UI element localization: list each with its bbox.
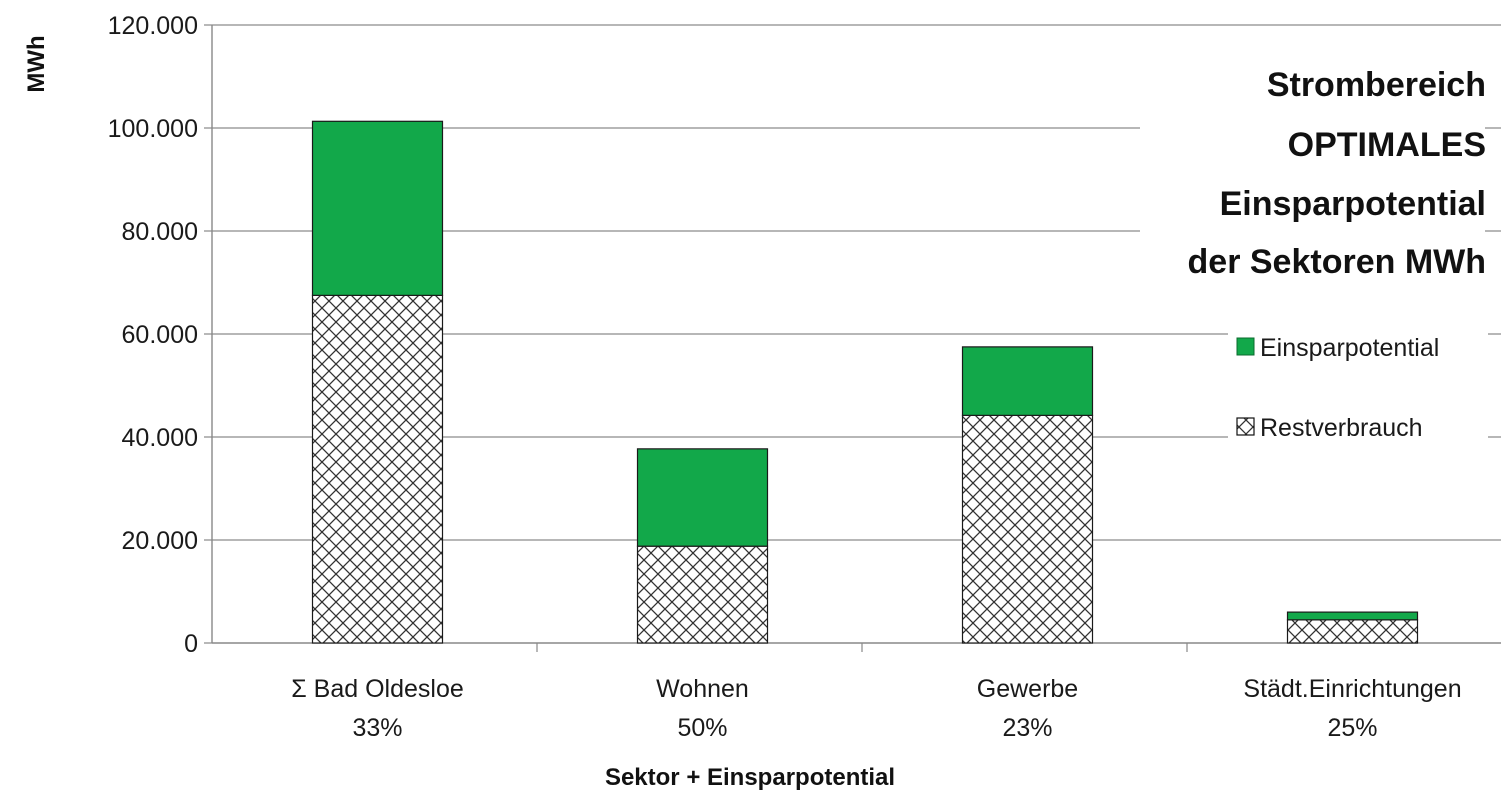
legend-label-restverbrauch: Restverbrauch <box>1260 414 1423 442</box>
bar-restverbrauch-2 <box>961 414 1094 644</box>
bar-restverbrauch-3 <box>1286 619 1419 644</box>
legend-swatch-einsparpotential <box>1236 337 1255 356</box>
y-tick-label: 20.000 <box>122 527 198 555</box>
bar-restverbrauch-0 <box>311 294 444 644</box>
bars <box>311 120 1419 644</box>
x-category-label: Städt.Einrichtungen <box>1243 675 1461 703</box>
chart-title-line-3: Einsparpotential <box>1220 185 1486 223</box>
y-tick-label: 100.000 <box>108 115 198 143</box>
x-category-percent: 25% <box>1327 714 1377 742</box>
chart-title-line-4: der Sektoren MWh <box>1188 243 1486 281</box>
bar-einsparpotential-0 <box>311 120 444 296</box>
x-category-label: Σ Bad Oldesloe <box>291 675 464 703</box>
legend-background <box>1228 328 1488 452</box>
y-tick-label: 60.000 <box>122 321 198 349</box>
y-tick-label: 0 <box>184 630 198 658</box>
bar-einsparpotential-1 <box>636 448 769 547</box>
x-category-percent: 50% <box>677 714 727 742</box>
y-tick-labels: 0 20.000 40.000 60.000 80.000 100.000 120.000 <box>108 12 198 658</box>
bar-einsparpotential-3 <box>1286 611 1419 621</box>
y-tick-label: 40.000 <box>122 424 198 452</box>
x-category-label: Gewerbe <box>977 675 1078 703</box>
x-category-percent: 23% <box>1002 714 1052 742</box>
y-tick-label: 120.000 <box>108 12 198 40</box>
category-labels: Σ Bad Oldesloe 33% Wohnen 50% Gewerbe 23% Städ… <box>291 675 1461 742</box>
x-category-label: Wohnen <box>656 675 749 703</box>
chart-title-line-1: Strombereich <box>1267 66 1486 104</box>
y-tick-label: 80.000 <box>122 218 198 246</box>
legend-swatch-restverbrauch <box>1236 417 1255 436</box>
y-axis-title: MWh <box>23 35 50 92</box>
legend-label-einsparpotential: Einsparpotential <box>1260 334 1439 362</box>
legend: Einsparpotential Restverbrauch <box>1228 328 1488 452</box>
bar-restverbrauch-1 <box>636 545 769 644</box>
chart-title-line-2: OPTIMALES <box>1288 126 1486 164</box>
x-category-percent: 33% <box>352 714 402 742</box>
x-axis-title: Sektor + Einsparpotential <box>605 764 895 791</box>
title-background <box>1140 58 1485 294</box>
bar-einsparpotential-2 <box>961 346 1094 416</box>
